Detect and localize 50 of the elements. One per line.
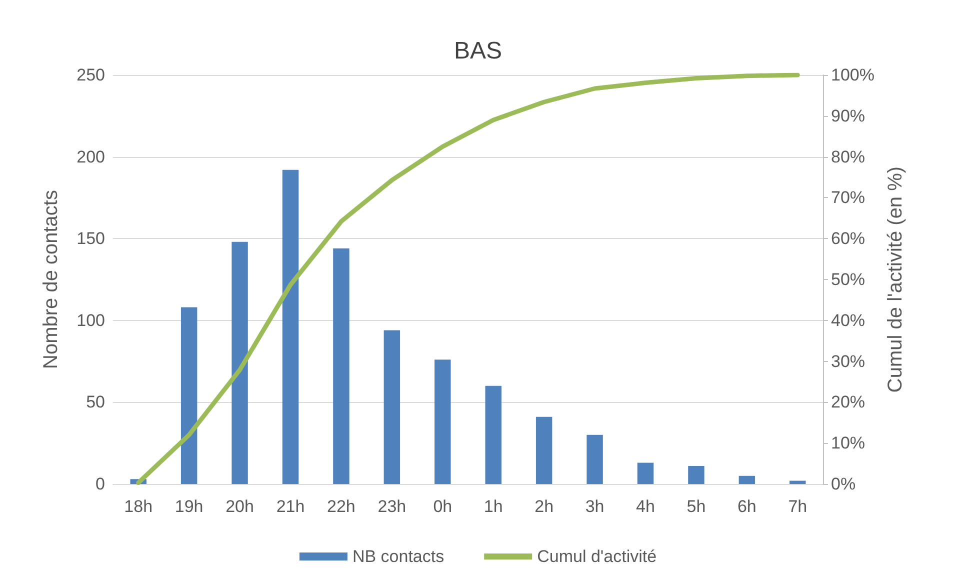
x-tick-label: 22h — [327, 497, 356, 516]
y2-tick-label: 70% — [831, 188, 866, 208]
y-axis-title: Nombre de contacts — [40, 190, 62, 369]
chart-title: BAS — [454, 38, 502, 64]
y2-tick-label: 100% — [831, 66, 874, 84]
y2-tick-label: 80% — [831, 147, 866, 166]
y-tick-label: 150 — [76, 229, 105, 248]
y-tick-label: 0 — [96, 474, 105, 494]
bar — [434, 360, 451, 484]
x-tick-label: 19h — [174, 497, 204, 516]
legend-label: Cumul d'activité — [537, 547, 657, 566]
bar — [180, 307, 198, 484]
bar — [637, 462, 654, 484]
bar — [384, 330, 400, 484]
y2-tick-label: 60% — [831, 229, 866, 248]
x-tick-label: 7h — [788, 497, 808, 516]
x-tick-label: 1h — [484, 497, 503, 516]
y2-tick-label: 30% — [831, 352, 866, 371]
legend-label: NB contacts — [352, 547, 444, 566]
x-tick-label: 18h — [124, 497, 153, 516]
x-tick-label: 2h — [534, 497, 554, 516]
line-series — [136, 72, 800, 486]
bar — [586, 434, 603, 484]
y-tick-label: 200 — [76, 147, 105, 166]
y2-tick-label: 0% — [831, 474, 856, 494]
y-tick-label: 250 — [76, 66, 105, 84]
x-tick-label: 21h — [276, 497, 305, 516]
x-tick-label: 3h — [585, 497, 604, 516]
bar — [485, 386, 502, 484]
x-tick-label: 6h — [737, 497, 756, 516]
bar — [333, 248, 350, 484]
bar — [738, 476, 756, 484]
bar — [790, 480, 806, 484]
y2-tick-label: 90% — [831, 106, 866, 126]
y2-axis-title: Cumul de l'activité (en %) — [884, 166, 906, 393]
y2-tick-label: 40% — [831, 310, 866, 330]
y2-tick-label: 50% — [831, 270, 866, 289]
x-tick-label: 4h — [636, 497, 655, 516]
bar — [232, 242, 248, 484]
y-tick-label: 50 — [86, 392, 105, 412]
y2-tick-label: 20% — [831, 392, 866, 412]
x-tick-label: 20h — [226, 497, 254, 516]
x-tick-label: 23h — [378, 497, 406, 516]
y-tick-label: 100 — [76, 310, 105, 330]
bar — [282, 170, 299, 484]
bar — [536, 416, 552, 484]
x-tick-label: 5h — [686, 497, 706, 516]
x-tick-label: 0h — [433, 497, 452, 516]
y2-tick-label: 10% — [831, 434, 866, 453]
bar — [688, 466, 704, 484]
